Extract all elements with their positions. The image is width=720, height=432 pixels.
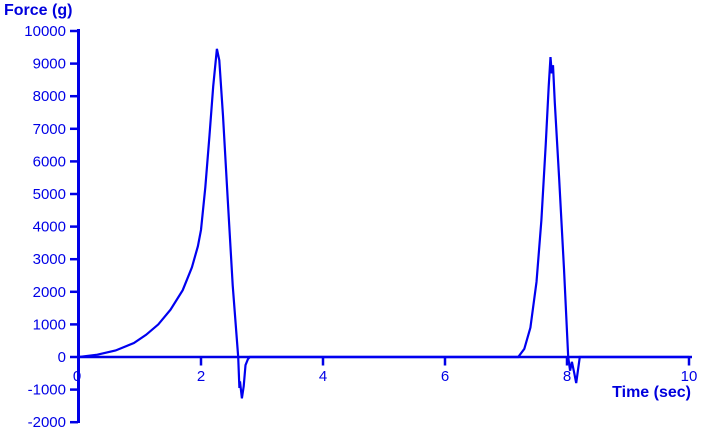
force-curve (78, 48, 689, 399)
y-axis-ticks (70, 29, 78, 424)
y-tick-label: 5000 (33, 186, 66, 203)
x-tick-label: 4 (319, 368, 327, 385)
y-tick-label: -2000 (28, 414, 66, 431)
chart-title: Force (g) (4, 2, 73, 19)
y-tick-label: 7000 (33, 121, 66, 138)
x-tick-label: 2 (197, 368, 205, 385)
x-tick-label: 6 (441, 368, 449, 385)
y-tick-label: 9000 (33, 56, 66, 73)
y-tick-label: 0 (58, 349, 66, 366)
y-tick-label: 3000 (33, 251, 66, 268)
y-tick-label: 2000 (33, 284, 66, 301)
x-axis-tick-labels: 0 2 4 6 8 10 (73, 368, 698, 385)
y-tick-label: 1000 (33, 316, 66, 333)
x-tick-label: 8 (563, 368, 571, 385)
x-tick-label: 0 (73, 368, 81, 385)
x-tick-label: 10 (681, 368, 698, 385)
y-tick-label: -1000 (28, 382, 66, 399)
y-tick-label: 8000 (33, 88, 66, 105)
y-axis-tick-labels: 1000090008000700060005000400030002000100… (24, 23, 66, 431)
y-tick-label: 6000 (33, 153, 66, 170)
x-axis-ticks (199, 357, 691, 366)
y-tick-label: 10000 (24, 23, 66, 40)
y-tick-label: 4000 (33, 219, 66, 236)
x-axis-title: Time (sec) (612, 384, 691, 401)
